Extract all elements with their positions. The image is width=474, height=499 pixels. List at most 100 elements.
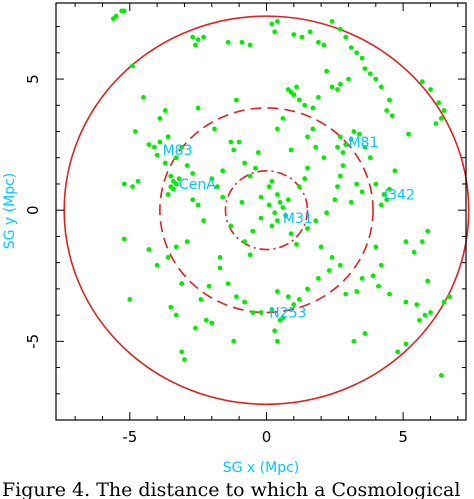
galaxy-point [173, 312, 179, 318]
galaxy-point [184, 239, 190, 245]
galaxy-point [329, 19, 335, 24]
galaxy-point [203, 317, 209, 323]
galaxy-point [111, 16, 116, 22]
galaxy-point [324, 68, 329, 74]
galaxy-point [179, 144, 185, 150]
galaxy-point [190, 197, 196, 203]
galaxy-point [228, 139, 234, 145]
galaxy-point [318, 244, 324, 250]
galaxy-point [392, 168, 398, 174]
galaxy-point [367, 71, 373, 77]
galaxy-point [414, 302, 420, 307]
galaxy-point [351, 338, 357, 344]
distance-circle-dash-dot [224, 170, 309, 251]
galaxy-point [294, 84, 299, 90]
galaxy-point [291, 32, 297, 37]
galaxy-point [217, 255, 223, 260]
galaxy-point [206, 283, 212, 289]
galaxy-point [302, 176, 308, 182]
galaxy-point [441, 108, 447, 113]
galaxy-point [253, 165, 258, 171]
x-tick-label: 0 [262, 428, 272, 446]
galaxy-point [239, 39, 245, 45]
galaxy-point [152, 144, 157, 150]
galaxy-point [337, 262, 343, 268]
galaxy-point [212, 126, 217, 132]
galaxy-point [362, 144, 368, 150]
galaxy-point [193, 325, 198, 331]
galaxy-point [275, 19, 280, 24]
galaxy-point [275, 289, 280, 294]
galaxy-point [247, 42, 253, 48]
galaxy-point [406, 131, 411, 137]
galaxy-point [387, 97, 392, 103]
galaxy-point [228, 223, 234, 229]
galaxy-point [359, 276, 365, 281]
galaxy-point [173, 155, 179, 161]
galaxy-point [348, 199, 354, 205]
galaxy-point [354, 289, 360, 294]
galaxy-point [302, 102, 308, 108]
galaxy-point [173, 181, 179, 187]
galaxy-point [168, 304, 174, 310]
galaxy-point [275, 338, 280, 344]
galaxy-point [425, 228, 431, 234]
galaxy-point [242, 299, 248, 305]
galaxy-point [378, 202, 384, 208]
y-tick-label: 0 [24, 205, 42, 215]
galaxy-point [299, 34, 305, 40]
galaxy-point [288, 231, 294, 237]
galaxy-point [231, 338, 237, 344]
galaxy-point [121, 236, 127, 242]
galaxy-point [340, 163, 346, 169]
galaxy-point [236, 139, 242, 145]
galaxy-point [384, 108, 390, 113]
x-tick-label: -5 [122, 428, 137, 446]
galaxy-point [154, 152, 160, 158]
galaxy-point [335, 144, 340, 150]
galaxy-point [157, 116, 163, 121]
galaxy-point [255, 150, 261, 155]
galaxy-point [182, 357, 187, 363]
galaxy-point [285, 294, 291, 300]
galaxy-point [357, 131, 362, 137]
galaxy-point [220, 168, 226, 174]
galaxy-point [403, 239, 409, 245]
galaxy-point [234, 294, 239, 300]
galaxy-point [428, 310, 433, 315]
galaxy-point [335, 184, 340, 190]
galaxy-point [447, 294, 452, 300]
distance-circle-dashed [159, 107, 374, 314]
galaxy-point [176, 176, 182, 182]
galaxy-point [195, 105, 201, 111]
galaxy-point [190, 34, 196, 40]
galaxy-point [179, 349, 185, 355]
galaxy-point [376, 283, 381, 289]
galaxy-point [242, 239, 248, 245]
galaxy-point [165, 255, 171, 260]
galaxy-point [193, 42, 198, 48]
galaxy-point [275, 126, 280, 132]
galaxy-point [337, 81, 343, 87]
galaxy-point [179, 281, 185, 286]
galaxy-point [332, 197, 338, 203]
galaxy-point [250, 228, 256, 234]
galaxy-point [154, 262, 160, 268]
galaxy-point [343, 291, 349, 297]
galaxy-point [280, 205, 286, 211]
galaxy-point [305, 134, 310, 140]
galaxy-point [324, 210, 329, 216]
galaxy-point [316, 276, 321, 281]
galaxy-point [417, 317, 422, 323]
y-tick-label: 5 [24, 74, 42, 84]
galaxy-point [190, 171, 196, 176]
galaxy-point [351, 129, 357, 134]
galaxy-point [403, 299, 409, 305]
galaxy-point [195, 202, 201, 208]
galaxy-point [378, 262, 384, 268]
galaxy-point [272, 210, 278, 216]
galaxy-point [428, 87, 433, 92]
galaxy-point [280, 315, 286, 321]
galaxy-point [348, 137, 354, 142]
galaxy-point [198, 297, 204, 302]
